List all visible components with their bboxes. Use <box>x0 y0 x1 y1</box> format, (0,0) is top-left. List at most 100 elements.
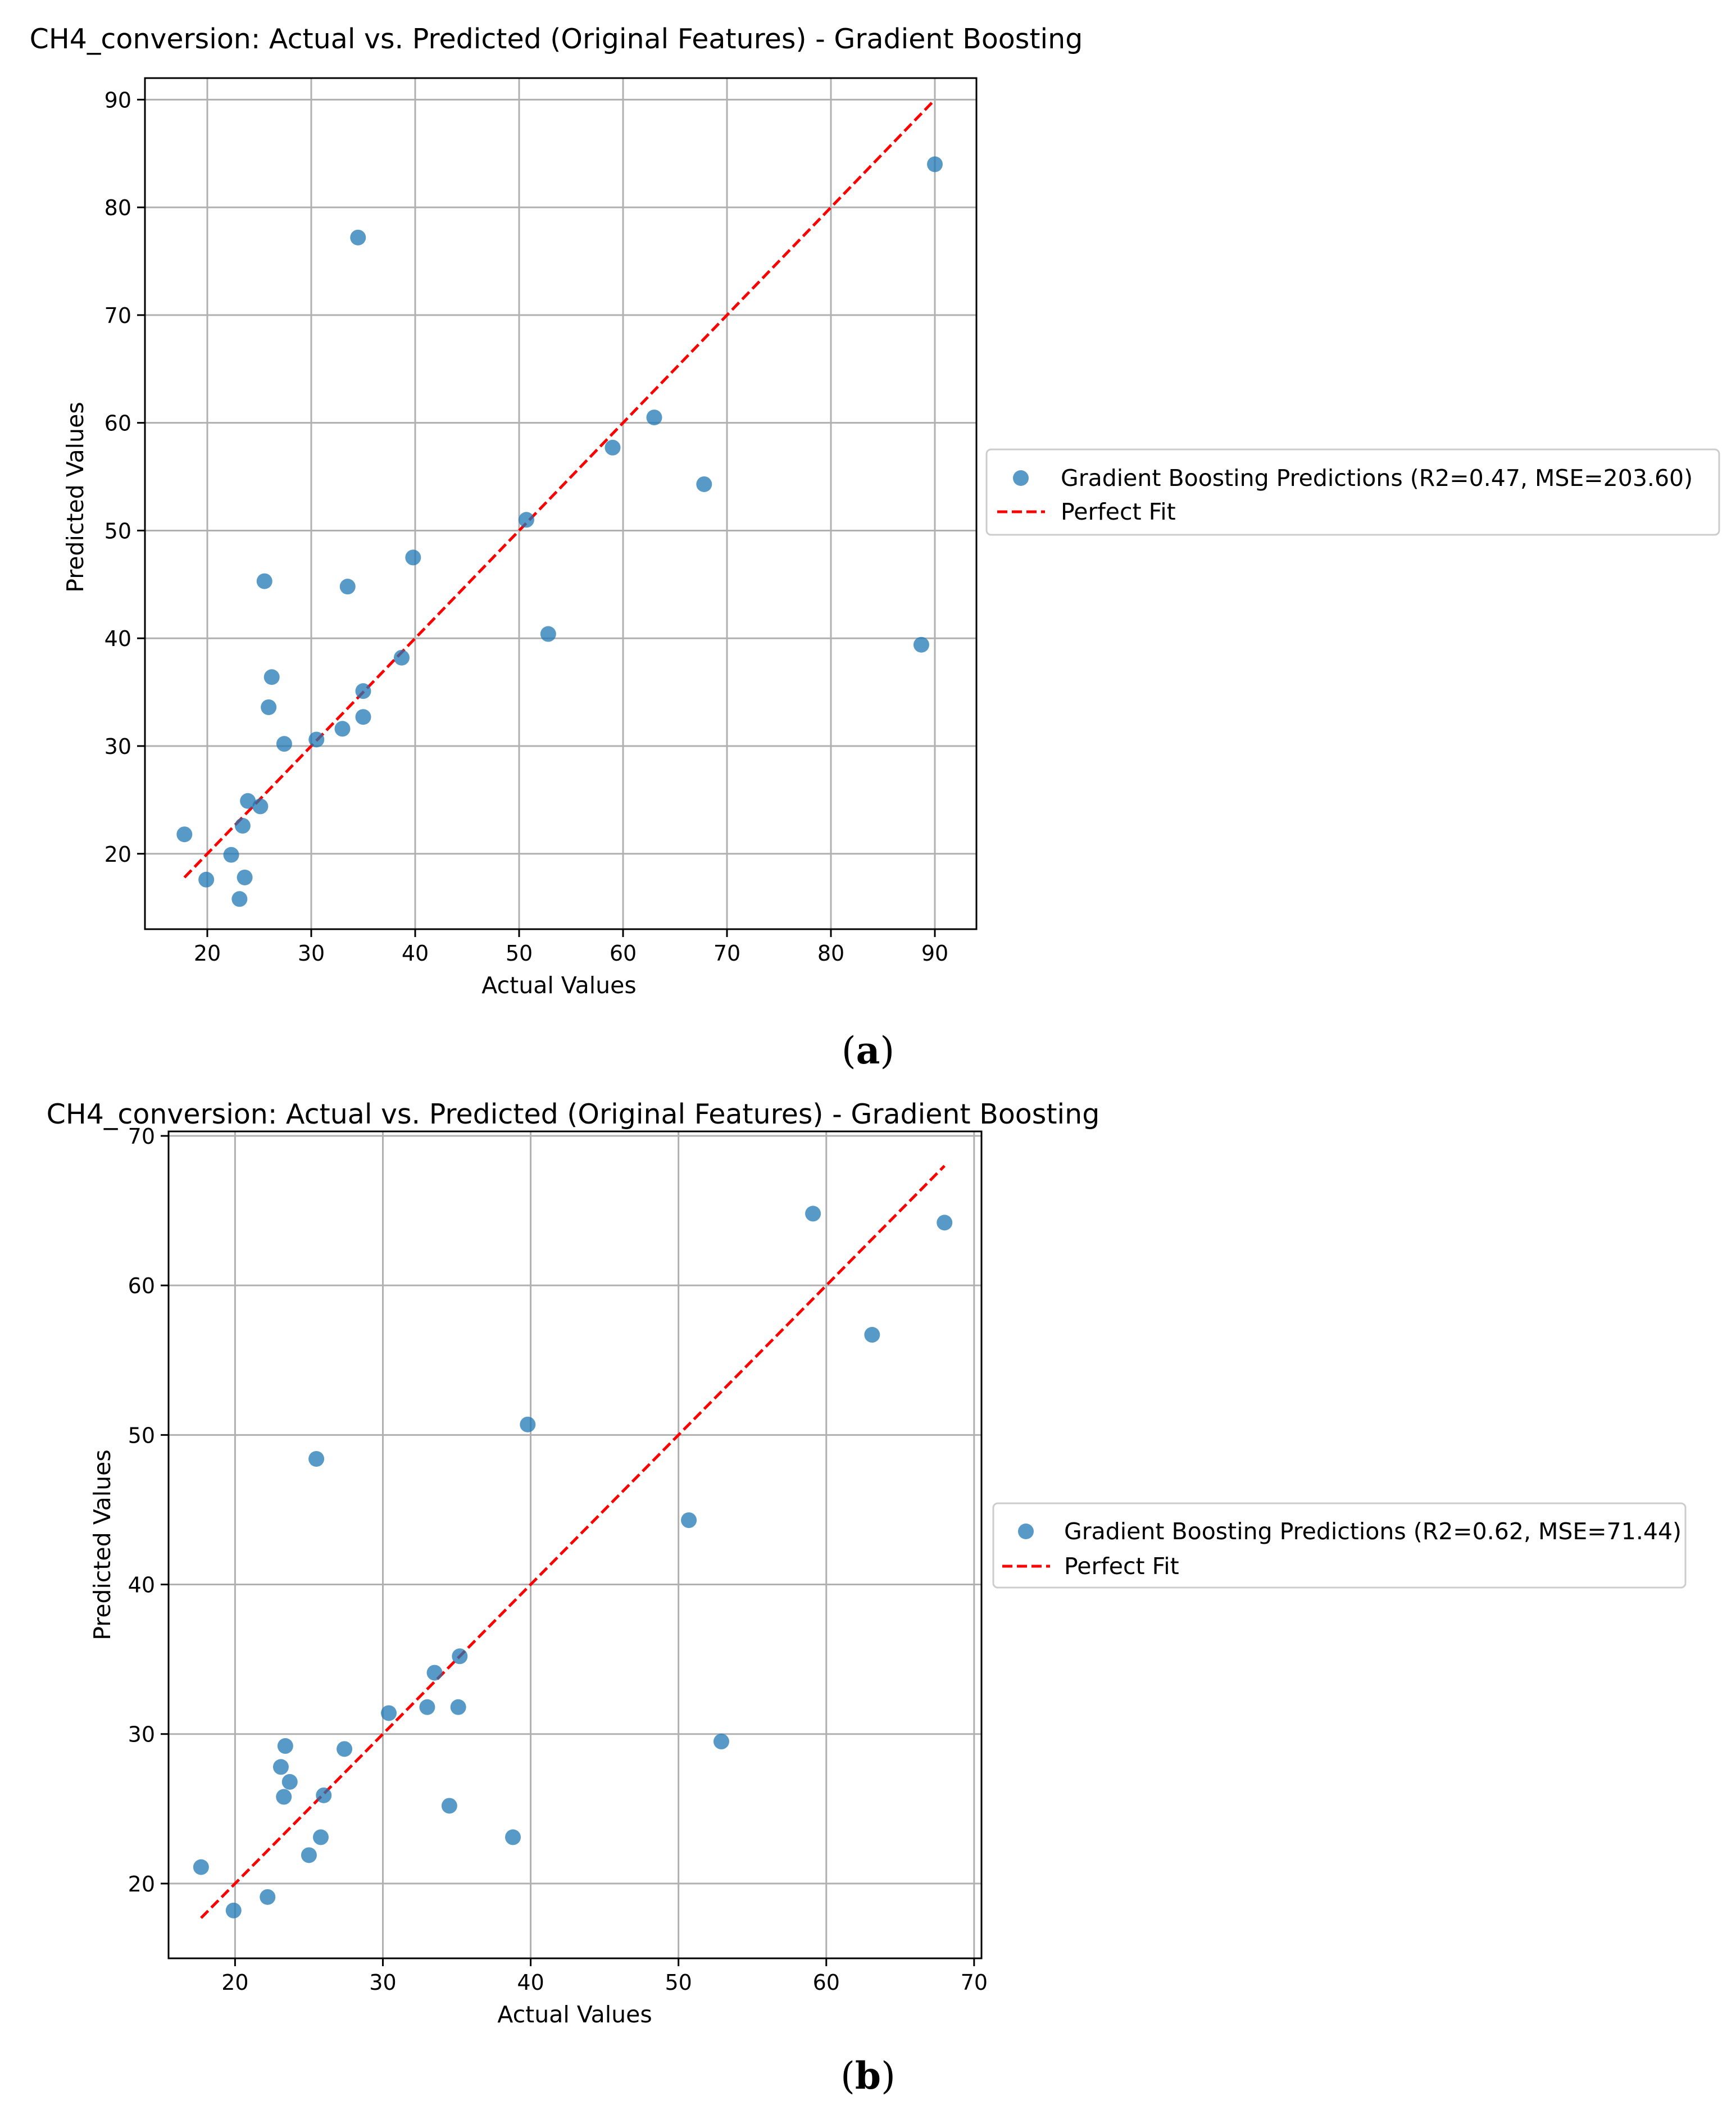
chart-b-point <box>381 1705 397 1721</box>
chart-b-point <box>450 1699 466 1715</box>
chart-a-point <box>646 410 662 426</box>
chart-b-xtick-label-40: 40 <box>517 1970 544 1995</box>
chart-b-ytick-label-50: 50 <box>128 1423 155 1448</box>
chart-a-point <box>231 891 248 907</box>
chart-a-point <box>198 871 215 888</box>
chart-b-x-ticks: 20 30 40 50 60 70 <box>221 1958 988 1995</box>
chart-b-legend-marker-points <box>1018 1524 1034 1539</box>
chart-a-point <box>518 512 534 528</box>
chart-a-point <box>223 847 239 863</box>
chart-a-gridlines <box>145 78 976 929</box>
chart-b-point <box>419 1699 435 1715</box>
chart-b-point <box>312 1829 329 1845</box>
chart-a-ytick-label-80: 80 <box>104 195 131 220</box>
chart-a-point <box>405 549 421 566</box>
chart-b-ytick-label-20: 20 <box>128 1872 155 1897</box>
chart-a-ytick-label-20: 20 <box>104 842 131 867</box>
chart-b-xtick-label-20: 20 <box>221 1970 248 1995</box>
chart-b-point <box>308 1450 325 1467</box>
chart-b-point <box>681 1512 697 1529</box>
chart-b-point <box>276 1789 292 1805</box>
chart-b-title: CH4_conversion: Actual vs. Predicted (Or… <box>47 1098 1100 1130</box>
chart-b-perfect-fit-line <box>200 1165 946 1919</box>
chart-a-point <box>334 721 351 737</box>
chart-b-xtick-label-30: 30 <box>369 1970 396 1995</box>
chart-b-point <box>426 1665 443 1681</box>
chart-a-xtick-label-50: 50 <box>506 941 533 966</box>
chart-a-point <box>276 736 292 752</box>
chart-b-point <box>193 1859 209 1875</box>
chart-a-point <box>696 476 712 492</box>
chart-b-point <box>937 1215 953 1231</box>
chart-b-x-axis-label: Actual Values <box>497 2001 652 2028</box>
chart-b-point <box>864 1327 880 1343</box>
chart-a-ytick-label-70: 70 <box>104 303 131 328</box>
chart-a-legend-box <box>985 448 1720 536</box>
chart-b-points <box>193 1206 953 1918</box>
chart-b-point <box>225 1902 242 1918</box>
chart-b-fit-line-group <box>200 1165 946 1919</box>
chart-b-point <box>441 1798 457 1814</box>
chart-a-caption-letter: a <box>856 1029 880 1072</box>
chart-a-xtick-label-80: 80 <box>817 941 844 966</box>
chart-b-y-ticks: 20 30 40 50 60 70 <box>128 1124 169 1897</box>
chart-a-ytick-label-50: 50 <box>104 519 131 543</box>
chart-a-point <box>252 798 269 815</box>
chart-b-xtick-label-50: 50 <box>665 1970 692 1995</box>
chart-b-point <box>301 1847 317 1863</box>
chart-b-legend-label-fit: Perfect Fit <box>1064 1553 1179 1580</box>
chart-a-point <box>237 869 253 885</box>
chart-a-point <box>234 817 251 834</box>
chart-a-point <box>261 699 277 715</box>
chart-a-title: CH4_conversion: Actual vs. Predicted (Or… <box>30 23 1083 55</box>
chart-b-legend-label-points: Gradient Boosting Predictions (R2=0.62, … <box>1064 1518 1682 1545</box>
chart-a-x-ticks: 20 30 40 50 60 70 80 90 <box>194 929 948 966</box>
chart-b: CH4_conversion: Actual vs. Predicted (Or… <box>47 1098 1687 2098</box>
chart-a-point <box>176 826 193 843</box>
chart-a-legend-label-fit: Perfect Fit <box>1061 498 1176 525</box>
chart-b-xtick-label-60: 60 <box>813 1970 840 1995</box>
chart-a-y-ticks: 20 30 40 50 60 70 80 90 <box>104 88 145 867</box>
chart-a-point <box>308 731 325 748</box>
chart-b-ytick-label-60: 60 <box>128 1274 155 1298</box>
chart-a-ytick-label-30: 30 <box>104 734 131 759</box>
chart-a-point <box>355 683 371 699</box>
chart-b-point <box>713 1734 729 1750</box>
chart-a-point <box>393 649 410 666</box>
chart-b-ytick-label-30: 30 <box>128 1722 155 1747</box>
chart-a-point <box>339 579 356 595</box>
chart-a-perfect-fit-line <box>183 98 936 879</box>
chart-a: CH4_conversion: Actual vs. Predicted (Or… <box>30 23 1720 1072</box>
chart-a-plot-frame <box>144 77 978 930</box>
chart-b-xtick-label-70: 70 <box>961 1970 988 1995</box>
chart-a-point <box>263 669 280 685</box>
chart-b-point <box>505 1829 521 1845</box>
chart-a-ytick-label-60: 60 <box>104 411 131 436</box>
chart-a-x-axis-label: Actual Values <box>481 972 636 999</box>
chart-b-point <box>281 1774 298 1790</box>
chart-b-point <box>316 1787 332 1803</box>
chart-b-point <box>272 1759 289 1775</box>
chart-a-legend: Gradient Boosting Predictions (R2=0.47, … <box>985 448 1720 536</box>
chart-a-points <box>176 156 943 907</box>
chart-a-fit-line-group <box>183 98 936 879</box>
chart-a-xtick-label-70: 70 <box>714 941 740 966</box>
chart-b-point <box>337 1741 353 1757</box>
chart-b-caption: (b) <box>840 2054 896 2098</box>
chart-a-legend-label-points: Gradient Boosting Predictions (R2=0.47, … <box>1061 465 1693 492</box>
chart-a-y-axis-label: Predicted Values <box>62 402 89 592</box>
chart-a-caption: (a) <box>842 1029 894 1072</box>
chart-b-caption-letter: b <box>855 2054 881 2098</box>
chart-a-point <box>605 439 621 456</box>
chart-a-legend-marker-points <box>1013 470 1029 486</box>
chart-b-y-axis-label: Predicted Values <box>89 1449 116 1640</box>
chart-a-point <box>350 229 366 245</box>
chart-a-xtick-label-60: 60 <box>610 941 637 966</box>
chart-b-ytick-label-70: 70 <box>128 1124 155 1149</box>
chart-a-ytick-label-40: 40 <box>104 626 131 651</box>
chart-a-point <box>540 626 556 642</box>
chart-b-point <box>520 1416 536 1433</box>
chart-a-xtick-label-30: 30 <box>298 941 325 966</box>
chart-b-point <box>260 1889 276 1905</box>
